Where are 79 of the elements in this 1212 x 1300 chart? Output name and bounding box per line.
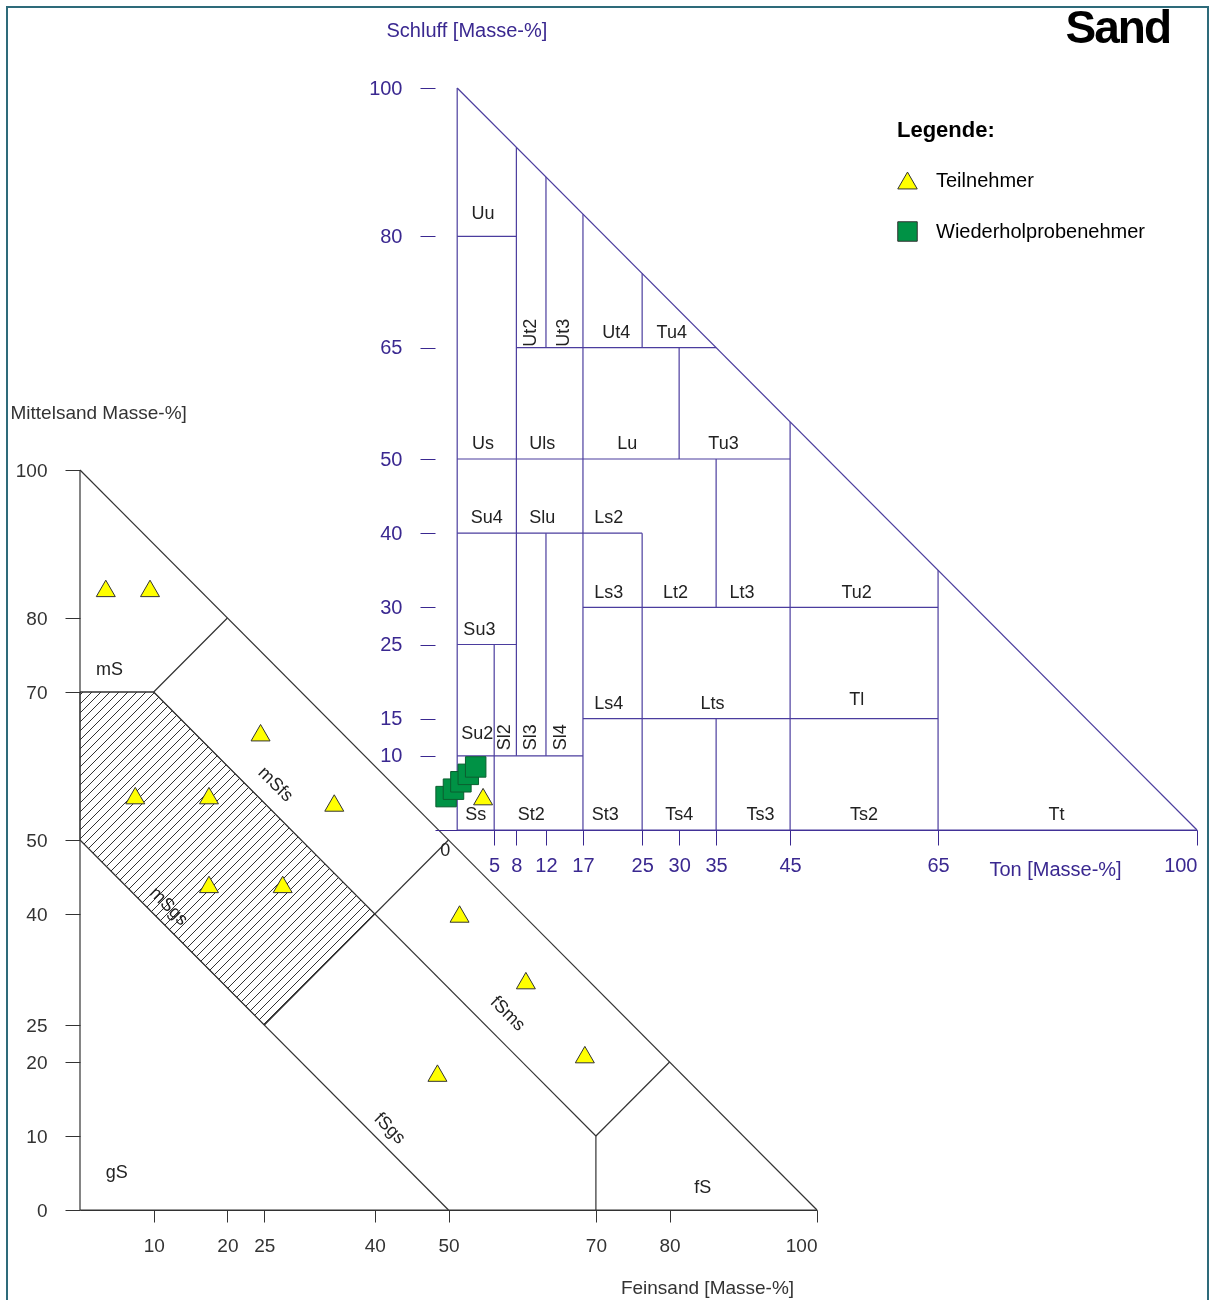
x-tick-label: 70 [585,1234,607,1256]
annotation: Lt2 [662,581,688,602]
y-axis-title: Schluff [Masse-%] [386,18,548,41]
y-tick-label: 10 [26,1125,48,1147]
y-tick-label: 80 [380,224,403,247]
annotation: Su4 [470,507,503,528]
y-tick-label: 15 [380,707,403,730]
annotation: Ls3 [594,581,624,602]
annotation: Ts2 [850,804,879,825]
annotation: Lu [617,433,638,454]
x-tick-label: 12 [535,853,558,876]
y-tick-label: 70 [26,681,48,703]
legend-label: Teilnehmer [936,168,1035,191]
annotation: St2 [517,804,545,825]
x-axis-title: Feinsand [Masse-%] [620,1276,795,1298]
annotation: Uls [529,433,556,454]
x-tick-label: 25 [254,1234,276,1256]
annotation: Slu [529,507,556,528]
annotation: 0 [440,839,451,860]
annotation: Tl [849,689,865,710]
annotation: Ut2 [520,318,541,347]
annotation: Ut4 [602,321,631,342]
x-tick-label: 35 [705,853,728,876]
y-tick-label: 10 [380,744,403,767]
x-tick-label: 45 [779,853,802,876]
annotation: St3 [591,804,619,825]
annotation: Ss [465,804,487,825]
x-tick-label: 17 [572,853,595,876]
y-tick-label: 65 [380,336,403,359]
x-tick-label: 10 [143,1234,165,1256]
x-tick-label: 65 [927,853,950,876]
legend-title: Legende: [897,117,995,142]
y-tick-label: 20 [26,1051,48,1073]
y-tick-label: 50 [26,829,48,851]
chart-title: Sand [1065,0,1170,54]
x-tick-label: 100 [785,1234,818,1256]
y-tick-label: 100 [369,76,403,99]
annotation: Sl2 [494,724,515,751]
y-tick-label: 100 [15,459,48,481]
x-tick-label: 100 [1164,853,1198,876]
annotation: Sl4 [549,724,570,751]
annotation: Ls4 [594,692,624,713]
annotation: mS [95,658,123,679]
annotation: Uu [471,203,495,224]
x-tick-label: 30 [668,853,691,876]
annotation: Tu3 [708,433,739,454]
annotation: Tu4 [656,321,687,342]
annotation: Ts3 [746,804,775,825]
annotation: Lts [700,692,725,713]
annotation: Lt3 [729,581,755,602]
annotation: Su3 [463,618,496,639]
annotation: Tu2 [841,581,872,602]
x-axis-title: Ton [Masse-%] [989,857,1122,880]
y-tick-label: 80 [26,607,48,629]
annotation: gS [105,1162,128,1182]
y-tick-label: 0 [36,1199,48,1221]
annotation: Ts4 [665,804,694,825]
y-tick-label: 40 [380,521,403,544]
annotation: Sl3 [520,724,541,751]
x-tick-label: 25 [631,853,654,876]
annotation: Ls2 [594,507,624,528]
y-tick-label: 25 [380,633,403,655]
annotation: Su2 [461,722,494,743]
y-axis-title: Mittelsand Masse-%] [10,401,187,423]
x-tick-label: 20 [217,1234,239,1256]
y-tick-label: 30 [380,595,403,618]
y-tick-label: 25 [26,1014,48,1036]
x-tick-label: 50 [438,1234,460,1256]
annotation: Tt [1048,804,1065,825]
annotation: Us [472,433,495,454]
annotation: fS [694,1176,712,1197]
x-tick-label: 40 [364,1234,386,1256]
annotation: Ut3 [553,318,574,347]
y-tick-label: 50 [380,447,403,470]
y-tick-label: 40 [26,903,48,925]
legend-label: Wiederholprobenehmer [936,219,1146,242]
x-tick-label: 80 [659,1234,681,1256]
x-tick-label: 8 [511,853,523,876]
x-tick-label: 5 [489,853,501,876]
